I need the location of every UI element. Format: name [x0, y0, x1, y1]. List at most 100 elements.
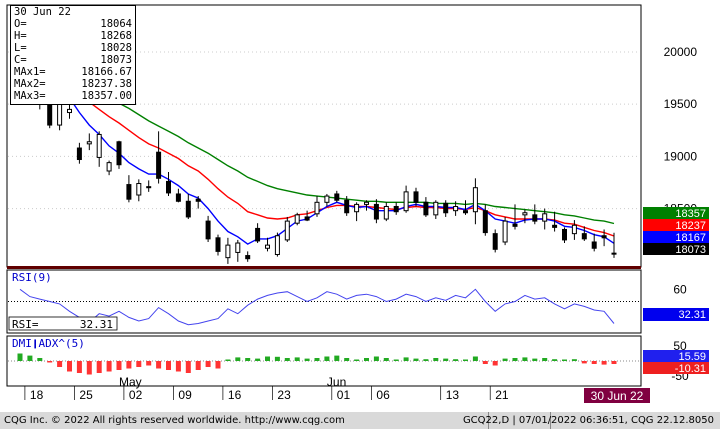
candle — [472, 178, 478, 225]
dmi-bar — [215, 361, 221, 369]
candle-body — [502, 220, 508, 243]
price-tick-label: 19000 — [664, 149, 698, 163]
candle — [166, 172, 171, 197]
date-badge-bg — [584, 388, 650, 403]
dmi-bar — [146, 361, 152, 366]
candle-body — [215, 237, 221, 252]
dmi-bar — [562, 359, 567, 361]
candle-body — [166, 180, 171, 194]
price-tick-label: 19500 — [664, 97, 698, 111]
candle — [245, 251, 251, 262]
x-axis: 18 25 02 09 16 23 01 06 13 21 May Jun 30 Jun 22 — [24, 375, 650, 403]
candle-body — [611, 252, 617, 255]
dmi-bar — [354, 359, 360, 361]
candle — [522, 209, 528, 224]
candle-body — [225, 244, 231, 259]
rsi-title: RSI(9) — [12, 271, 52, 284]
candle — [106, 160, 112, 176]
info-key: L= — [14, 42, 27, 54]
candle-body — [156, 151, 162, 179]
candle-body — [403, 191, 409, 212]
dmi-bar — [453, 359, 459, 361]
candle — [383, 202, 389, 222]
dmi-bar — [611, 361, 617, 364]
candle — [156, 131, 162, 184]
candle-body — [334, 193, 340, 201]
dmi-bar — [443, 358, 449, 361]
candle-body — [532, 214, 538, 222]
info-row: H= 18268 — [11, 30, 135, 42]
candle — [502, 216, 508, 246]
dmi-bar — [601, 361, 607, 365]
dmi-bar — [185, 361, 191, 373]
candle-body — [443, 202, 449, 214]
dmi-bar — [532, 358, 538, 361]
info-value: 18028 — [100, 42, 132, 54]
candle — [403, 185, 409, 213]
dmi-bar — [502, 358, 508, 361]
footer-divider — [550, 412, 551, 429]
candle — [294, 212, 300, 226]
candle-body — [86, 141, 92, 145]
dmi-title: DMI❙ADX^(5) — [12, 337, 85, 350]
candle — [126, 175, 132, 203]
candle-body — [314, 201, 320, 215]
x-tick-label: 09 — [178, 388, 192, 402]
candle-body — [364, 201, 369, 205]
candle — [373, 199, 379, 224]
x-tick-label: 21 — [495, 388, 509, 402]
candle-body — [423, 201, 429, 216]
symbol-timestamp: GCQ22,D | 07/01/2022 06:36:51, CQG 22.12… — [462, 415, 714, 426]
candle-body — [67, 108, 72, 114]
info-rows: O= 18064 H= 18268 L= 18028 C= 18073 MAx1= 18166.6… — [11, 18, 135, 102]
candle-body — [552, 224, 558, 228]
candle — [265, 237, 270, 252]
rsi-readout-label: RSI= — [12, 318, 39, 331]
candle — [146, 180, 152, 192]
dmi-bar — [542, 358, 548, 361]
dmi-bar — [175, 361, 181, 372]
candle — [314, 196, 320, 217]
candle — [611, 232, 617, 258]
dmi-tag-bg — [643, 350, 709, 362]
candle-body — [106, 162, 112, 172]
dmi-bar — [274, 356, 280, 361]
ohlc-info-box: 30 Jun 22 O= 18064 H= 18268 L= 18028 C= 18073 MA… — [10, 5, 136, 105]
dmi-bar — [552, 359, 558, 361]
candle — [423, 197, 429, 217]
candle-body — [492, 233, 498, 250]
candle-body — [284, 220, 290, 241]
dmi-bar — [423, 359, 429, 361]
candle-body — [304, 216, 310, 221]
candle — [453, 201, 459, 216]
price-tag-value: 18167 — [675, 232, 706, 244]
status-footer: CQG Inc. © 2022 All rights reserved worl… — [0, 412, 720, 429]
candle — [591, 233, 597, 252]
x-tick-label: 06 — [376, 388, 390, 402]
candle-body — [175, 193, 181, 202]
dmi-bar — [522, 357, 528, 361]
candle — [463, 200, 468, 215]
candle — [344, 196, 350, 216]
candle — [225, 237, 231, 264]
candle-body — [255, 227, 261, 242]
dmi-bar — [383, 358, 389, 361]
info-row: C= 18073 — [11, 54, 135, 66]
x-tick-label: 25 — [79, 388, 93, 402]
price-tag-value: 18357 — [675, 208, 706, 220]
rsi-tick-label: 60 — [673, 282, 687, 296]
price-tick-label: 20000 — [664, 45, 698, 59]
candle-body — [126, 184, 132, 200]
candle-body — [274, 235, 280, 256]
price-tag-bg — [643, 231, 709, 243]
x-tick-label: 16 — [228, 388, 242, 402]
candle-body — [76, 147, 82, 161]
candle — [492, 229, 498, 253]
candle — [482, 204, 488, 236]
dmi-bar — [581, 361, 587, 364]
dmi-bar — [334, 355, 340, 361]
candle — [334, 190, 340, 203]
candle-body — [265, 244, 270, 249]
candle-body — [195, 198, 201, 202]
